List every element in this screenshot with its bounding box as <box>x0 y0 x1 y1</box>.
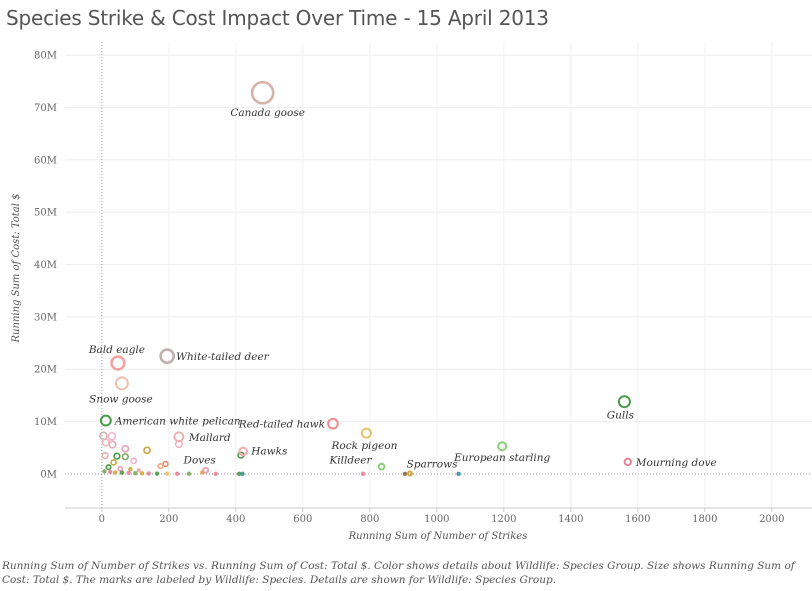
data-point <box>105 464 112 471</box>
x-tick-label: 1200 <box>491 514 516 525</box>
data-point <box>186 471 192 476</box>
data-point <box>136 468 141 473</box>
point-label: Mourning dove <box>635 457 717 469</box>
point-label: European starling <box>453 452 550 464</box>
data-point <box>456 471 461 477</box>
points-unlabeled <box>99 431 461 477</box>
data-point <box>113 452 121 460</box>
data-point <box>377 462 386 471</box>
data-point <box>128 467 133 472</box>
data-point <box>108 469 113 475</box>
grid <box>65 42 812 508</box>
x-tick-label: 1600 <box>625 514 650 525</box>
data-point <box>146 471 151 476</box>
data-point <box>110 459 117 466</box>
data-point <box>154 471 160 476</box>
data-point <box>213 471 218 477</box>
y-axis: 0M 10M 20M 30M 40M 50M 60M 70M 80M <box>34 51 57 481</box>
data-point <box>360 471 366 477</box>
y-axis-label: Running Sum of Cost: Total $ <box>11 194 22 344</box>
point-label: Red-tailed hawk <box>238 419 325 431</box>
data-point <box>623 457 632 467</box>
y-tick-label: 70M <box>34 103 57 114</box>
x-tick-label: 1400 <box>558 514 583 525</box>
data-point <box>133 470 138 476</box>
x-axis-label: Running Sum of Number of Strikes <box>348 531 528 542</box>
y-tick-label: 30M <box>34 312 57 323</box>
y-tick-label: 10M <box>34 417 57 428</box>
data-point <box>162 460 169 468</box>
data-point <box>121 444 130 453</box>
data-point <box>402 471 408 477</box>
data-point <box>407 470 414 477</box>
point-label: Gulls <box>607 410 635 422</box>
x-tick-label: 800 <box>360 514 379 525</box>
data-point <box>164 471 170 476</box>
point-label: White-tailed deer <box>176 351 270 363</box>
data-point <box>99 414 112 427</box>
data-point <box>240 471 245 477</box>
data-point <box>360 427 373 439</box>
point-label: Killdeer <box>328 455 372 467</box>
data-point <box>327 417 339 430</box>
data-point <box>119 470 125 475</box>
data-point <box>126 470 131 476</box>
x-tick-label: 2000 <box>759 514 784 525</box>
data-point <box>117 465 124 472</box>
data-point <box>110 355 126 371</box>
point-label: Doves <box>183 454 217 466</box>
points <box>99 80 632 477</box>
data-point <box>114 376 129 391</box>
x-tick-label: 600 <box>293 514 312 525</box>
data-point <box>238 446 248 457</box>
data-point <box>121 453 129 461</box>
data-point <box>102 469 107 474</box>
data-point <box>617 395 631 409</box>
point-label: Rock pigeon <box>331 440 398 452</box>
data-point <box>202 466 210 474</box>
point-label: Mallard <box>188 432 231 444</box>
point-label: Hawks <box>250 445 288 457</box>
data-point <box>175 471 180 476</box>
data-point <box>159 348 176 365</box>
scatter-chart: 0M 10M 20M 30M 40M 50M 60M 70M 80M 0 200 400 600 800… <box>11 42 812 542</box>
zero-lines <box>65 42 812 508</box>
point-label: Bald eagle <box>88 344 145 356</box>
data-point <box>108 440 117 449</box>
y-tick-label: 0M <box>40 469 57 480</box>
point-labels: Canada goose Bald eagle White-tailed deer S… <box>88 107 717 471</box>
data-point <box>143 446 151 455</box>
x-tick-label: 400 <box>226 514 245 525</box>
data-point <box>99 431 108 441</box>
y-tick-label: 80M <box>34 51 57 62</box>
data-point <box>101 451 109 460</box>
data-point <box>113 470 118 475</box>
y-tick-label: 20M <box>34 365 57 376</box>
x-tick-label: 1800 <box>692 514 717 525</box>
y-tick-label: 40M <box>34 260 57 271</box>
point-label: Snow goose <box>89 393 153 405</box>
x-tick-label: 0 <box>99 514 105 525</box>
chart-title: Species Strike & Cost Impact Over Time -… <box>6 6 549 30</box>
data-point <box>497 441 508 452</box>
x-tick-label: 200 <box>159 514 178 525</box>
data-point <box>130 457 138 465</box>
x-tick-label: 1000 <box>424 514 449 525</box>
y-tick-label: 50M <box>34 208 57 219</box>
data-point <box>173 431 185 443</box>
x-axis: 0 200 400 600 800 1000 1200 1400 1600 1800 2000 <box>65 507 812 525</box>
point-label: Canada goose <box>230 107 305 119</box>
point-label: Sparrows <box>407 458 459 470</box>
data-point <box>107 431 117 441</box>
data-point <box>236 471 242 477</box>
data-point <box>101 438 111 447</box>
chart-caption: Running Sum of Number of Strikes vs. Run… <box>2 560 795 586</box>
y-tick-label: 60M <box>34 155 57 166</box>
point-label: American white pelican <box>114 416 241 428</box>
data-point <box>139 471 145 476</box>
data-point <box>157 463 164 470</box>
data-point <box>250 80 275 105</box>
